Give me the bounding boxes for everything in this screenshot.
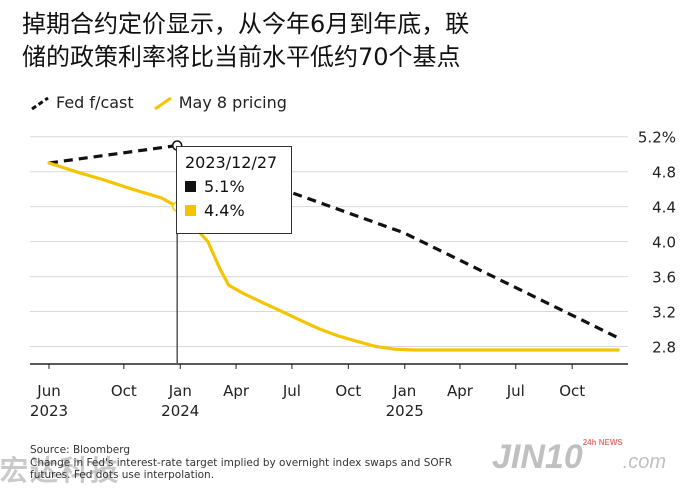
x-tick-label-7: Apr bbox=[447, 382, 474, 400]
x-tick-label-5: Oct bbox=[335, 382, 361, 400]
legend-swatch-may bbox=[153, 96, 172, 110]
tooltip-value-fed: 5.1% bbox=[204, 177, 245, 196]
y-tick-label-3: 4.0 bbox=[652, 234, 676, 252]
x-tick-label-3: Apr bbox=[223, 382, 250, 400]
tooltip-value-may: 4.4% bbox=[204, 201, 245, 220]
line-chart: 2.8 3.2 3.6 4.0 4.4 4.8 5.2% Jun 2023 Oct Jan 2024 A… bbox=[30, 129, 676, 420]
hover-tooltip: 2023/12/27 5.1% 4.4% bbox=[176, 146, 292, 234]
method-note-2: futures. Fed dots use interpolation. bbox=[30, 469, 215, 481]
x-tick-label-0: Jun bbox=[36, 382, 60, 400]
watermark-jin10-suffix: .com bbox=[622, 451, 667, 473]
y-tick-label-2: 3.6 bbox=[652, 269, 676, 287]
x-tick-label-6: Jan bbox=[392, 382, 416, 400]
legend-item-may: May 8 pricing bbox=[153, 93, 287, 112]
x-tick-year-6: 2025 bbox=[386, 402, 424, 420]
x-tick-label-8: Jul bbox=[506, 382, 525, 400]
title-line-2: 储的政策利率将比当前水平低约70个基点 bbox=[22, 43, 461, 71]
x-tick-label-1: Oct bbox=[111, 382, 137, 400]
tooltip-row-fed: 5.1% bbox=[185, 177, 283, 196]
x-tick-year-0: 2023 bbox=[30, 402, 68, 420]
footer-notes: Source: Bloomberg Change in Fed's intere… bbox=[30, 444, 452, 482]
tooltip-swatch-fed bbox=[185, 181, 196, 192]
tooltip-date: 2023/12/27 bbox=[185, 153, 278, 172]
x-tick-label-2: Jan bbox=[168, 382, 192, 400]
title-line-1: 掉期合约定价显示，从今年6月到年底，联 bbox=[22, 10, 470, 38]
watermark-jin10-badge: 24h NEWS bbox=[582, 438, 623, 447]
y-tick-label-4: 4.4 bbox=[652, 199, 676, 217]
x-tick-label-9: Oct bbox=[559, 382, 585, 400]
watermark-left: 宏达科技 bbox=[0, 454, 121, 487]
y-tick-label-1: 3.2 bbox=[652, 304, 676, 322]
tooltip-swatch-may bbox=[185, 205, 196, 216]
legend-item-fed: Fed f/cast bbox=[30, 93, 134, 112]
legend: Fed f/cast May 8 pricing bbox=[30, 93, 301, 115]
y-tick-label-6: 5.2% bbox=[638, 129, 676, 147]
x-tick-label-4: Jul bbox=[282, 382, 301, 400]
chart-title: 掉期合约定价显示，从今年6月到年底，联 储的政策利率将比当前水平低约70个基点 bbox=[22, 8, 662, 74]
method-note-1: Change in Fed's interest-rate target imp… bbox=[30, 456, 453, 469]
legend-label-fed: Fed f/cast bbox=[56, 93, 134, 112]
y-tick-label-5: 4.8 bbox=[652, 164, 676, 182]
legend-swatch-fed bbox=[31, 96, 49, 110]
x-tick-year-2: 2024 bbox=[161, 402, 199, 420]
y-tick-label-0: 2.8 bbox=[652, 339, 676, 357]
legend-label-may: May 8 pricing bbox=[178, 93, 287, 112]
source-note: Source: Bloomberg bbox=[30, 444, 131, 456]
watermark-jin10-main: JIN10 bbox=[492, 438, 583, 476]
watermark-jin10: JIN1024h NEWS .com bbox=[492, 438, 666, 477]
series-line-1 bbox=[47, 161, 620, 352]
tooltip-row-may: 4.4% bbox=[185, 201, 283, 220]
